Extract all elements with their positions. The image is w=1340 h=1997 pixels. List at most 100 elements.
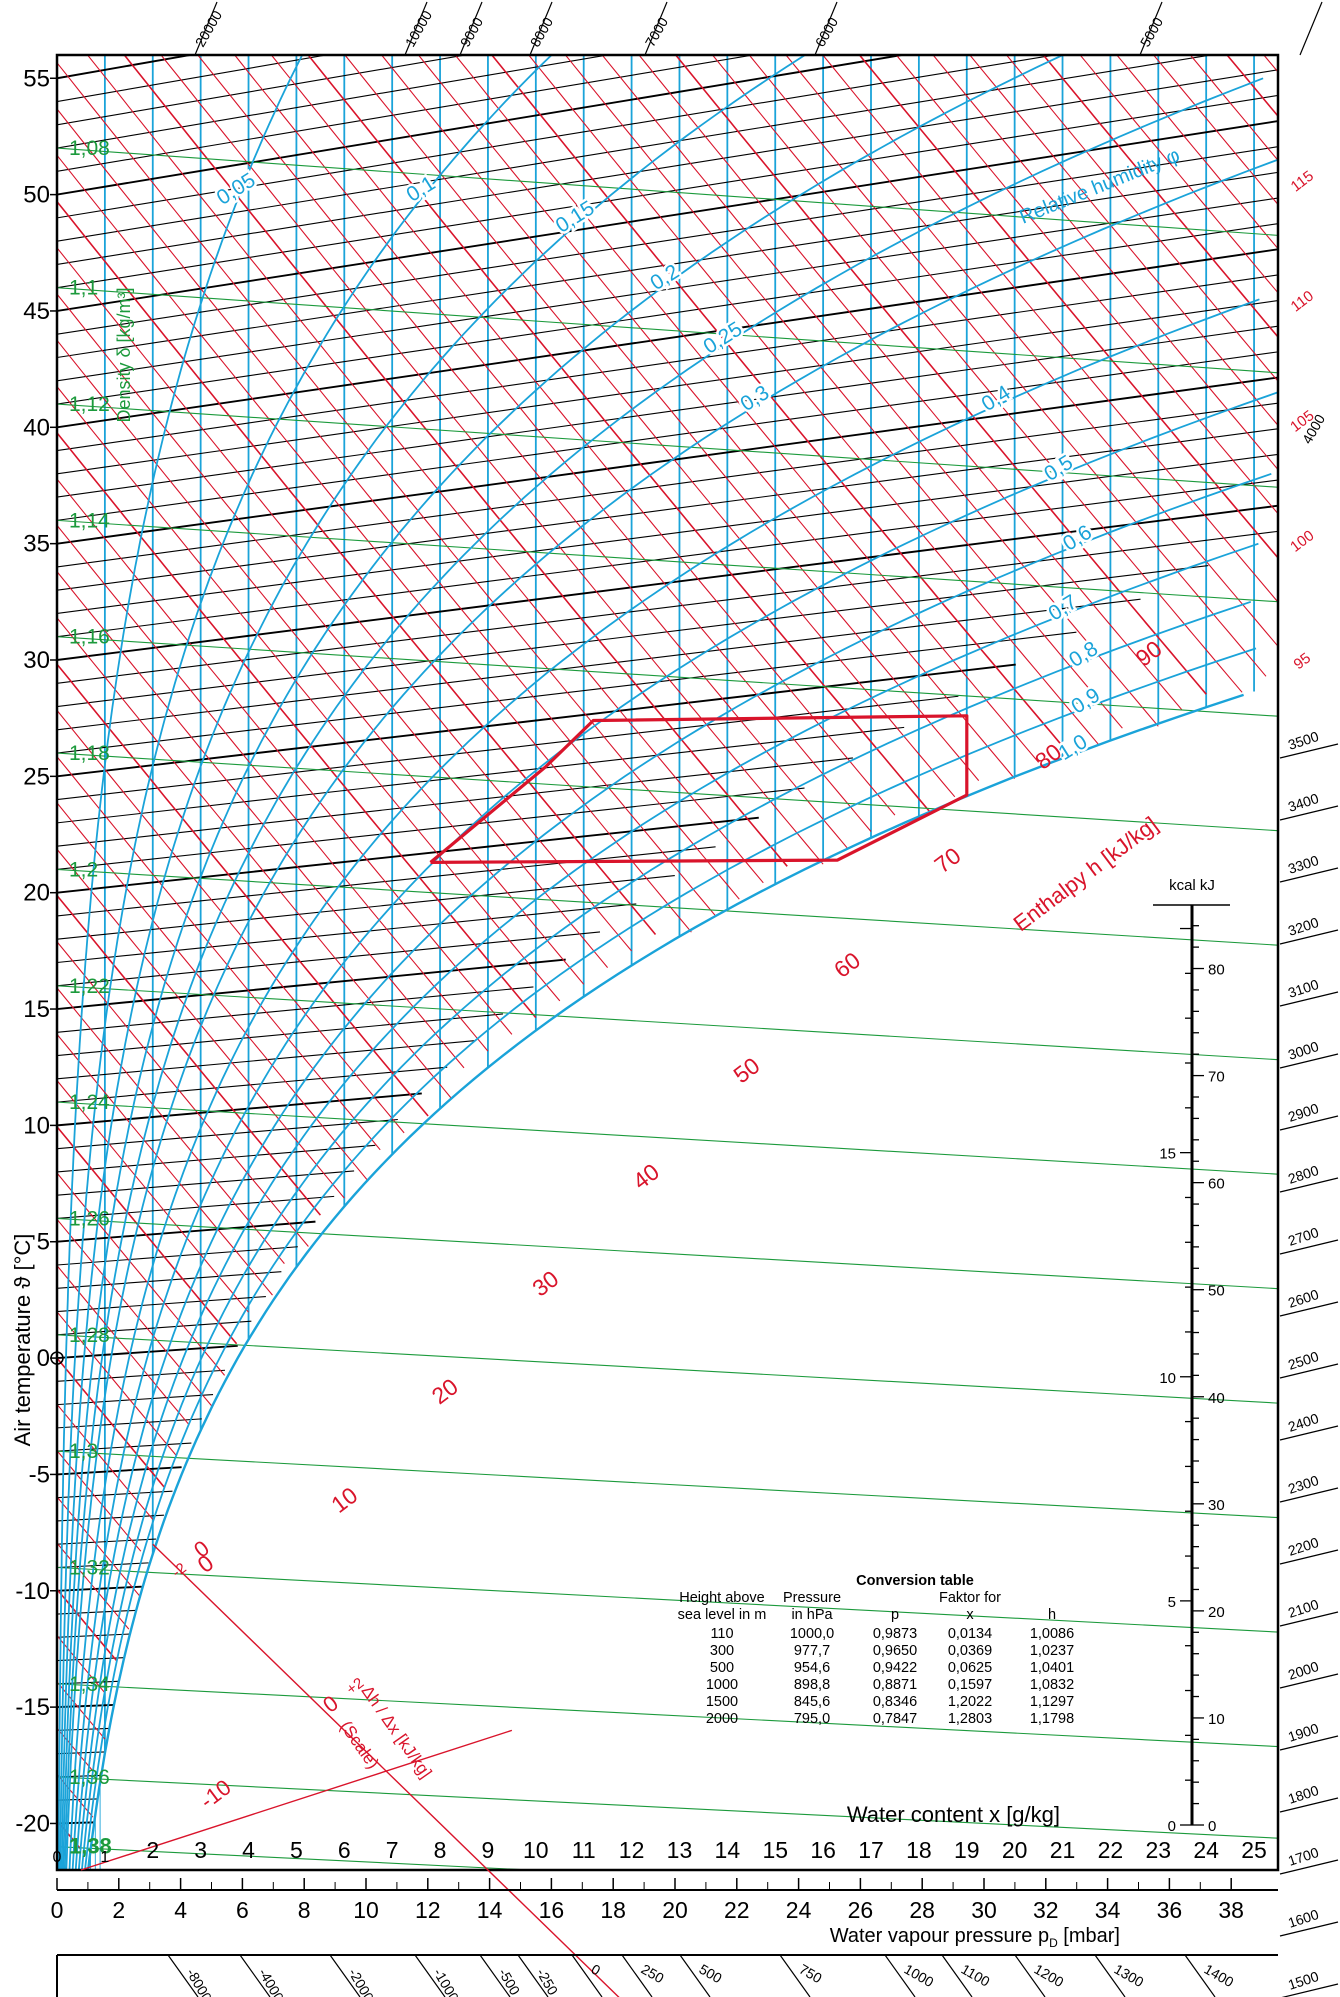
x-tick-label: 25 <box>1241 1837 1267 1863</box>
density-label: 1,3 <box>69 1440 98 1463</box>
x-tick-label: 0 <box>53 1849 62 1866</box>
density-label: 1,2 <box>69 858 98 881</box>
kj-label: 80 <box>1208 962 1225 979</box>
energy-scale-header: kcal kJ <box>1169 877 1215 894</box>
x-tick-label: 16 <box>810 1837 836 1863</box>
isotherm <box>57 402 1278 568</box>
isotherm <box>57 171 1278 359</box>
isotherm <box>57 55 1058 219</box>
rh-curve <box>74 472 1272 1870</box>
y-tick-label: 15 <box>23 996 50 1023</box>
pd-tick-label: 10 <box>353 1897 379 1923</box>
pd-tick-label: 4 <box>174 1897 187 1923</box>
bottom-scale-tick <box>1094 1954 1126 1997</box>
table-cell: 1,0832 <box>1030 1677 1074 1693</box>
enthalpy-line <box>57 386 561 1002</box>
enthalpy-line <box>601 55 1159 727</box>
enthalpy-line <box>490 55 1064 747</box>
table-title: Conversion table <box>856 1573 974 1589</box>
isotherm <box>57 1418 202 1429</box>
density-line <box>57 985 1278 1061</box>
x-tick-label: 13 <box>667 1837 693 1863</box>
pd-tick-label: 18 <box>600 1897 626 1923</box>
right-scale-tick <box>1279 743 1339 759</box>
enthalpy-line <box>454 55 1040 763</box>
isotherm <box>57 325 1278 498</box>
density-line <box>57 1101 1278 1175</box>
bottom-scale-tick <box>884 1954 916 1997</box>
enthalpy-line <box>57 108 716 917</box>
enthalpy-line <box>57 617 453 1100</box>
enthalpy-line <box>57 247 633 952</box>
x-tick-label: 4 <box>242 1837 255 1863</box>
top-scale-tick <box>1299 1 1323 56</box>
right-scale-tick <box>1279 1425 1339 1441</box>
enthalpy-line <box>748 55 1267 677</box>
x-tick-label: 15 <box>762 1837 788 1863</box>
kj-label: 70 <box>1208 1069 1225 1086</box>
right-scale-tick <box>1279 1487 1339 1503</box>
x-tick-label: 8 <box>434 1837 447 1863</box>
pd-tick-label: 22 <box>724 1897 750 1923</box>
rh-curve <box>84 647 1257 1870</box>
comfort-zone-layer <box>429 714 969 864</box>
density-line <box>57 752 1278 832</box>
enthalpy-line <box>932 55 1278 470</box>
enthalpy-line <box>86 55 764 884</box>
bottom-scale-tick <box>479 1954 511 1997</box>
enthalpy-line <box>711 55 1243 693</box>
x-tick-label: 17 <box>858 1837 884 1863</box>
pd-tick-label: 20 <box>662 1897 688 1923</box>
x-tick-label: 22 <box>1098 1837 1124 1863</box>
enthalpy-line <box>969 55 1278 426</box>
y-tick-label: 0 <box>37 1345 50 1372</box>
table-cell: 0,0134 <box>948 1626 992 1642</box>
isotherm <box>57 274 1278 452</box>
right-scale-tick <box>1279 1797 1339 1813</box>
isotherm <box>57 55 330 103</box>
isotherm <box>57 903 637 964</box>
kj-label: 60 <box>1208 1176 1225 1193</box>
plot-frame <box>55 53 1280 1872</box>
enthalpy-line <box>1079 55 1278 294</box>
enthalpy-line <box>1005 55 1278 382</box>
isotherm <box>57 1195 335 1220</box>
x-tick-label: 18 <box>906 1837 932 1863</box>
bottom-scale-tick <box>941 1954 973 1997</box>
pd-tick-label: 6 <box>236 1897 249 1923</box>
right-scale-tick <box>1279 1611 1339 1627</box>
density-line <box>57 868 1278 946</box>
isotherm <box>57 55 1215 242</box>
enthalpy-line <box>57 1542 130 1630</box>
top-scale-tick <box>404 1 428 56</box>
y-tick-label: 45 <box>23 298 50 325</box>
rh-curve <box>68 298 1260 1870</box>
density-line <box>57 1566 1278 1633</box>
bottom-scale-tick <box>517 1954 549 1997</box>
density-label: 1,32 <box>69 1557 110 1580</box>
density-line <box>57 1846 541 1870</box>
enthalpy-line <box>57 756 381 1151</box>
table-h1-1: Pressure <box>783 1590 841 1606</box>
pd-tick-label: 28 <box>909 1897 935 1923</box>
top-scale-tick <box>529 1 553 56</box>
y-tick-label: 5 <box>37 1229 50 1256</box>
density-label: 1,1 <box>69 277 98 300</box>
isotherm <box>57 55 908 196</box>
y-tick-label: -10 <box>15 1578 50 1605</box>
enthalpy-line <box>1263 55 1278 73</box>
bottom-scale-tick <box>239 1954 271 1997</box>
enthalpy-line <box>1189 55 1278 161</box>
rh-curve <box>65 158 1278 1870</box>
table-cell: 0,8346 <box>873 1694 917 1710</box>
right-scale-tick <box>1281 1983 1339 1997</box>
density-label: 1,16 <box>69 626 110 649</box>
right-scale-tick <box>1279 1549 1339 1565</box>
isotherm <box>57 376 1278 545</box>
right-scale-tick <box>1279 1053 1339 1069</box>
enthalpy-right-label: 95 <box>1291 650 1315 674</box>
density-label: 1,28 <box>69 1324 110 1347</box>
x-tick-label: 20 <box>1002 1837 1028 1863</box>
pd-tick-label: 38 <box>1218 1897 1244 1923</box>
grid-layer <box>57 55 1278 1870</box>
